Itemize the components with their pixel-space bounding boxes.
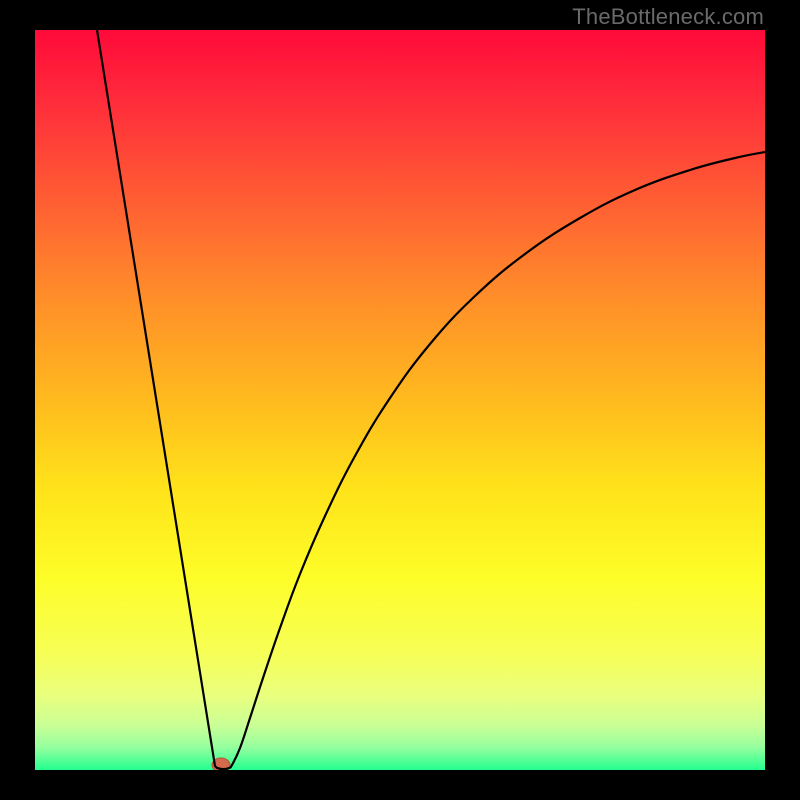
bottleneck-curve [97,30,765,769]
watermark-text: TheBottleneck.com [572,4,764,30]
chart-stage: TheBottleneck.com [0,0,800,800]
plot-area [35,30,765,770]
curve-layer [35,30,765,770]
